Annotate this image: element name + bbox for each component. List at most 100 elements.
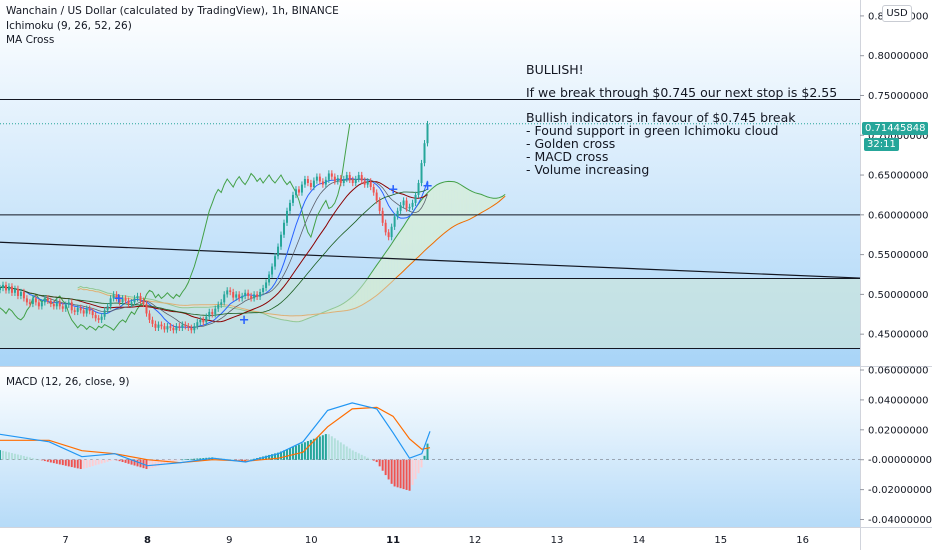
macd-histogram-bar [321,435,324,460]
candle-body [76,307,79,312]
candle-body [280,234,283,247]
ichimoku-cloud-segment [472,191,476,218]
macd-legend[interactable]: MACD (12, 26, close, 9) [6,376,130,388]
macd-histogram-bar [250,459,253,461]
macd-histogram-bar [70,459,73,468]
candle-body [357,175,360,180]
macd-histogram-bar [199,458,202,460]
candle-body [309,183,312,187]
candle-body [154,323,157,328]
candle-body [175,326,178,331]
candle-body [70,302,73,311]
macd-histogram-bar [148,459,151,469]
indicator-ichimoku[interactable]: Ichimoku (9, 26, 52, 26) [6,20,132,32]
macd-histogram-bar [232,459,235,461]
candle-body [19,292,22,296]
ichimoku-cloud-segment [445,181,449,233]
ichimoku-cloud-segment [439,182,443,238]
candle-body [318,176,321,182]
candle-body [333,176,336,182]
ichimoku-cloud-segment [487,196,491,210]
price-axis-label: 0.45000000 [868,330,928,341]
macd-histogram-bar [124,459,127,463]
macd-histogram-bar [28,457,31,460]
candle-body [288,202,291,211]
macd-histogram-bar [136,459,139,467]
candle-body [426,124,429,144]
ichimoku-cloud-segment [433,185,437,243]
price-axis-label: 0.80000000 [868,51,928,62]
macd-histogram-bar [363,456,366,460]
macd-histogram-bar [291,446,294,460]
candle-body [163,326,166,330]
candle-body [121,298,124,303]
ichimoku-cloud-segment [412,208,416,263]
macd-histogram-bar [268,454,271,460]
macd-histogram-bar [103,459,106,463]
macd-histogram-bar [19,455,22,460]
ichimoku-cloud-segment [442,181,446,235]
macd-histogram-bar [34,458,37,460]
time-axis-label: 12 [469,535,482,546]
candle-body [196,322,199,327]
candle-body [390,226,393,238]
macd-histogram-bar [297,444,300,460]
candle-body [214,308,217,315]
macd-histogram-bar [342,444,345,460]
candle-body [387,232,390,238]
candle-body [342,179,345,183]
candle-body [37,302,40,307]
indicator-ma-cross[interactable]: MA Cross [6,34,55,46]
candle-body [417,183,420,195]
candle-body [306,179,309,183]
candle-body [0,288,1,291]
candle-body [91,311,94,316]
candle-body [399,205,402,211]
macd-histogram-bar [0,450,1,460]
macd-histogram-bar [324,434,327,460]
ichimoku-cloud-segment [448,181,452,230]
ichimoku-cloud-segment [415,203,419,260]
candle-body [315,176,318,181]
price-axis-label: 0.60000000 [868,210,928,221]
candle-body [160,324,163,327]
macd-histogram-bar [184,459,187,460]
candle-body [1,284,4,289]
macd-histogram-bar [306,441,309,460]
candle-body [262,288,265,293]
macd-histogram-bar [280,451,283,460]
candle-body [199,319,202,323]
currency-button[interactable]: USD [882,5,912,22]
macd-histogram-bar [387,459,390,480]
macd-histogram-bar [178,459,181,461]
candle-body [52,303,55,307]
candle-body [423,143,426,164]
macd-histogram-bar [118,459,121,462]
candle-body [283,222,285,235]
candle-body [244,292,247,296]
candle-body [88,308,91,312]
candle-body [223,294,226,303]
time-axis-label: 9 [226,535,232,546]
macd-histogram-bar [253,458,256,460]
candle-body [300,184,303,193]
macd-histogram-bar [414,459,417,480]
macd-histogram-bar [40,459,43,461]
ma-cross-marker: + [388,182,399,197]
candle-body [136,295,139,299]
candle-body [43,298,46,303]
macd-histogram-bar [52,459,55,464]
macd-histogram-bar [357,453,360,460]
macd-axis-label: -0.00000000 [868,455,932,466]
macd-histogram-bar [46,459,49,462]
ichimoku-cloud-segment [454,181,458,226]
candle-body [181,324,184,328]
candle-body [133,298,136,303]
macd-histogram-bar [417,459,420,474]
candle-body [13,288,16,293]
macd-histogram-bar [330,436,333,460]
candle-body [166,326,169,330]
candle-body [61,306,64,309]
trendline [0,241,861,279]
